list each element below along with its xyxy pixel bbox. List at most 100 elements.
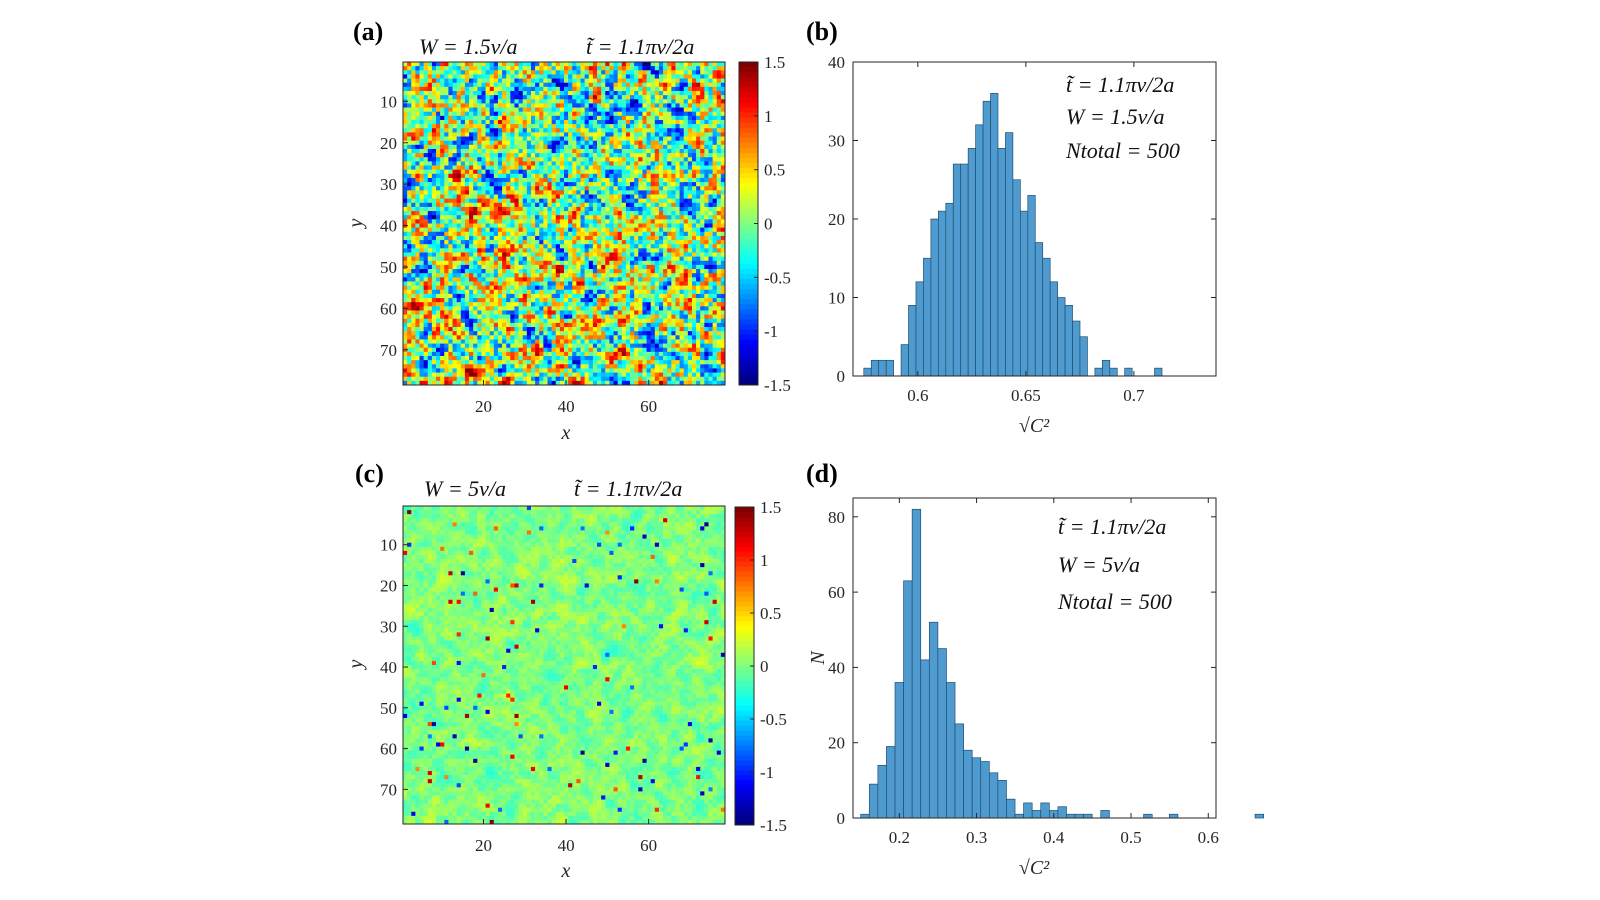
heatmap-cell	[696, 173, 701, 179]
heatmap-cell	[423, 107, 429, 112]
heatmap-cell	[568, 256, 573, 262]
heatmap-cell	[572, 186, 577, 191]
heatmap-cell	[444, 293, 449, 299]
heatmap-cell	[720, 211, 726, 216]
heatmap-cell	[497, 264, 503, 270]
heatmap-cell	[543, 223, 548, 228]
heatmap-cell	[654, 281, 660, 286]
heatmap-cell	[675, 264, 680, 270]
heatmap-cell	[514, 115, 519, 121]
heatmap-cell	[691, 306, 697, 311]
heatmap-cell	[415, 70, 420, 75]
heatmap-cell	[485, 198, 490, 204]
heatmap-cell	[485, 124, 490, 129]
heatmap-cell	[588, 132, 594, 137]
heatmap-cell	[530, 136, 536, 141]
heatmap-cell	[625, 99, 631, 104]
heatmap-cell	[415, 115, 420, 121]
heatmap-cell	[436, 252, 441, 257]
heatmap-cell	[667, 277, 672, 282]
heatmap-cell	[526, 186, 532, 191]
heatmap-cell	[654, 318, 660, 324]
heatmap-cell	[708, 140, 713, 146]
heatmap-cell	[547, 252, 552, 257]
heatmap-cell	[464, 198, 470, 204]
heatmap-cell	[535, 182, 540, 187]
heatmap-cell	[436, 194, 441, 199]
heatmap-cell	[543, 281, 548, 286]
heatmap-cell	[691, 310, 697, 315]
heatmap-cell	[403, 95, 408, 100]
heatmap-cell	[572, 215, 577, 220]
heatmap-cell	[650, 124, 656, 129]
heatmap-cell	[584, 119, 590, 125]
heatmap-cell	[493, 318, 499, 324]
heatmap-cell	[712, 285, 718, 291]
heatmap-cell	[436, 136, 441, 141]
heatmap-cell	[696, 206, 701, 212]
heatmap-cell	[700, 314, 705, 320]
heatmap-cell	[691, 314, 697, 320]
heatmap-cell	[568, 103, 573, 108]
heatmap-cell	[473, 95, 478, 100]
heatmap-cell	[679, 281, 685, 286]
heatmap-cell	[708, 111, 713, 117]
heatmap-cell	[609, 132, 614, 137]
heatmap-cell	[464, 219, 470, 224]
heatmap-cell	[716, 211, 722, 216]
heatmap-cell	[580, 161, 585, 166]
heatmap-cell	[423, 62, 429, 67]
heatmap-cell	[411, 82, 416, 88]
heatmap-cell	[613, 124, 618, 129]
heatmap-cell	[704, 90, 709, 96]
heatmap-cell	[506, 285, 511, 291]
heatmap-cell	[646, 293, 651, 299]
heatmap-cell	[576, 99, 581, 104]
heatmap-cell	[696, 153, 701, 158]
heatmap-cell	[522, 165, 528, 170]
heatmap-cell	[522, 244, 528, 249]
heatmap-cell	[522, 144, 528, 150]
heatmap-cell	[506, 115, 511, 121]
heatmap-cell	[638, 95, 643, 100]
heatmap-cell	[419, 264, 424, 270]
heatmap-cell	[522, 306, 528, 311]
heatmap-cell	[510, 144, 515, 150]
heatmap-cell	[419, 235, 424, 241]
heatmap-cell	[526, 211, 532, 216]
heatmap-cell	[683, 190, 689, 195]
heatmap-cell	[448, 136, 453, 141]
heatmap-cell	[403, 148, 408, 154]
heatmap-cell	[708, 86, 713, 92]
heatmap-cell	[535, 260, 540, 266]
heatmap-cell	[539, 153, 544, 158]
heatmap-cell	[477, 82, 482, 88]
heatmap-cell	[477, 252, 482, 257]
heatmap-cell	[489, 310, 495, 315]
heatmap-cell	[576, 219, 581, 224]
heatmap-cell	[551, 95, 557, 100]
heatmap-cell	[568, 78, 573, 83]
heatmap-cell	[535, 90, 540, 96]
heatmap-cell	[440, 248, 445, 253]
heatmap-cell	[559, 293, 565, 299]
heatmap-cell	[506, 124, 511, 129]
heatmap-cell	[493, 157, 499, 162]
heatmap-cell	[708, 281, 713, 286]
heatmap-cell	[683, 322, 689, 328]
heatmap-cell	[456, 132, 462, 137]
heatmap-cell	[658, 66, 664, 71]
heatmap-cell	[539, 62, 544, 67]
heatmap-cell	[506, 169, 511, 175]
heatmap-cell	[493, 144, 499, 150]
heatmap-cell	[555, 169, 561, 175]
heatmap-cell	[485, 281, 490, 286]
heatmap-cell	[411, 318, 416, 324]
heatmap-cell	[464, 132, 470, 137]
heatmap-cell	[597, 206, 602, 212]
heatmap-cell	[667, 252, 672, 257]
heatmap-cell	[691, 74, 697, 79]
heatmap-cell	[427, 298, 433, 303]
heatmap-cell	[539, 173, 544, 179]
heatmap-cell	[625, 86, 631, 92]
